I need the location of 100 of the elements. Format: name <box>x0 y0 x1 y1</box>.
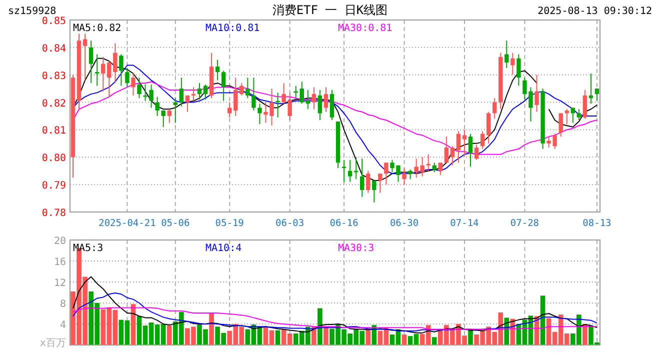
candlestick <box>203 84 208 100</box>
bar <box>209 312 214 345</box>
candlestick <box>450 146 455 166</box>
candlestick <box>167 108 172 124</box>
y-tick-label: 0.81 <box>42 126 66 137</box>
candlestick <box>444 136 449 164</box>
line-series <box>72 307 598 330</box>
candlestick <box>378 173 382 194</box>
y-tick-label: 0.78 <box>42 208 66 219</box>
candlestick <box>570 107 576 124</box>
candlestick <box>492 98 497 120</box>
line-series <box>72 276 598 334</box>
candlestick <box>360 158 364 198</box>
y-tick-label: 0.79 <box>42 180 66 192</box>
candlestick <box>197 82 202 100</box>
candlestick <box>215 59 220 81</box>
candlestick <box>438 162 443 176</box>
candlestick <box>534 74 539 112</box>
candlestick <box>185 94 190 112</box>
x-tick-label: 07-14 <box>450 218 480 229</box>
candlestick <box>582 89 588 120</box>
text: MA5:3 <box>73 243 104 254</box>
y-tick-label: 0.84 <box>42 43 66 54</box>
candlestick <box>101 56 106 92</box>
chart-subtitle: sz159928 <box>8 6 56 17</box>
candlestick <box>474 144 479 160</box>
candlestick <box>82 33 88 81</box>
candlestick <box>372 180 376 203</box>
candlestick <box>240 82 244 96</box>
candlestick <box>456 130 461 164</box>
text: MA10:4 <box>206 243 242 254</box>
candlestick <box>137 77 142 99</box>
text: MA30:0.81 <box>338 23 392 34</box>
candlestick <box>161 110 166 128</box>
candlestick <box>246 77 250 99</box>
candlestick <box>402 168 406 186</box>
candlestick <box>330 89 334 121</box>
candlestick <box>348 159 352 182</box>
text: MA5:0.82 <box>73 23 122 34</box>
candlestick <box>318 89 322 121</box>
bar <box>324 326 328 345</box>
candlestick <box>432 162 436 173</box>
candlestick <box>384 162 388 186</box>
x-tick-label: 2025-04-21 <box>98 218 156 229</box>
chart-title: 消费ETF 一 日K线图 <box>272 3 388 17</box>
bar <box>166 326 172 345</box>
candlestick <box>258 103 262 125</box>
text: MA10:0.81 <box>206 23 260 34</box>
candlestick <box>125 68 130 88</box>
candlestick <box>558 112 563 138</box>
x-tick-label: 06-30 <box>390 218 419 229</box>
text: MA30:3 <box>338 243 374 254</box>
line-series <box>72 292 598 332</box>
candlestick <box>468 133 473 168</box>
candlestick <box>510 52 515 76</box>
x-tick-label: 05-06 <box>161 218 190 229</box>
candlestick <box>426 154 430 172</box>
bar <box>318 308 322 345</box>
candlestick <box>486 111 491 144</box>
candlestick <box>462 129 467 156</box>
y-tick-label: 8 <box>60 299 66 310</box>
candlestick <box>94 54 100 86</box>
candlestick <box>516 54 521 86</box>
bar <box>432 337 437 345</box>
x-tick-label: 06-16 <box>330 218 359 229</box>
bar <box>366 329 371 345</box>
candlestick <box>480 130 485 150</box>
candlestick <box>408 168 412 180</box>
y-tick-label: 0.83 <box>42 70 66 82</box>
candlestick <box>131 72 136 96</box>
x-tick-label: 07-28 <box>510 218 540 229</box>
candlestick <box>366 170 370 194</box>
y-axis-title: x百万 <box>40 338 66 349</box>
y-tick-label: 0.80 <box>42 153 66 164</box>
y-tick-label: 16 <box>54 257 66 268</box>
candlestick <box>594 88 600 102</box>
candlestick <box>300 81 304 104</box>
candlestick <box>276 92 280 118</box>
candlestick <box>191 86 196 102</box>
candlestick <box>155 96 160 116</box>
x-tick-label: 06-03 <box>276 218 304 229</box>
y-tick-label: 12 <box>54 278 66 289</box>
candlestick <box>576 108 582 121</box>
text: 2025-08-13 09:30:12 <box>538 6 652 17</box>
y-tick-label: 0.82 <box>42 98 66 110</box>
candlestick <box>504 40 509 68</box>
candlestick <box>342 159 346 182</box>
candlestick <box>564 108 569 125</box>
candlestick <box>252 77 256 112</box>
candlestick <box>312 86 316 110</box>
x-tick-label: 05-19 <box>215 218 244 229</box>
y-tick-label: 4 <box>60 320 66 331</box>
candlestick <box>234 77 238 116</box>
candlestick <box>221 70 226 102</box>
y-tick-label: 0.85 <box>42 16 66 27</box>
y-tick-label: 20 <box>54 236 66 247</box>
candlestick <box>88 40 94 84</box>
candlestick <box>227 102 232 118</box>
candlestick <box>324 86 328 112</box>
candlestick <box>179 77 184 107</box>
